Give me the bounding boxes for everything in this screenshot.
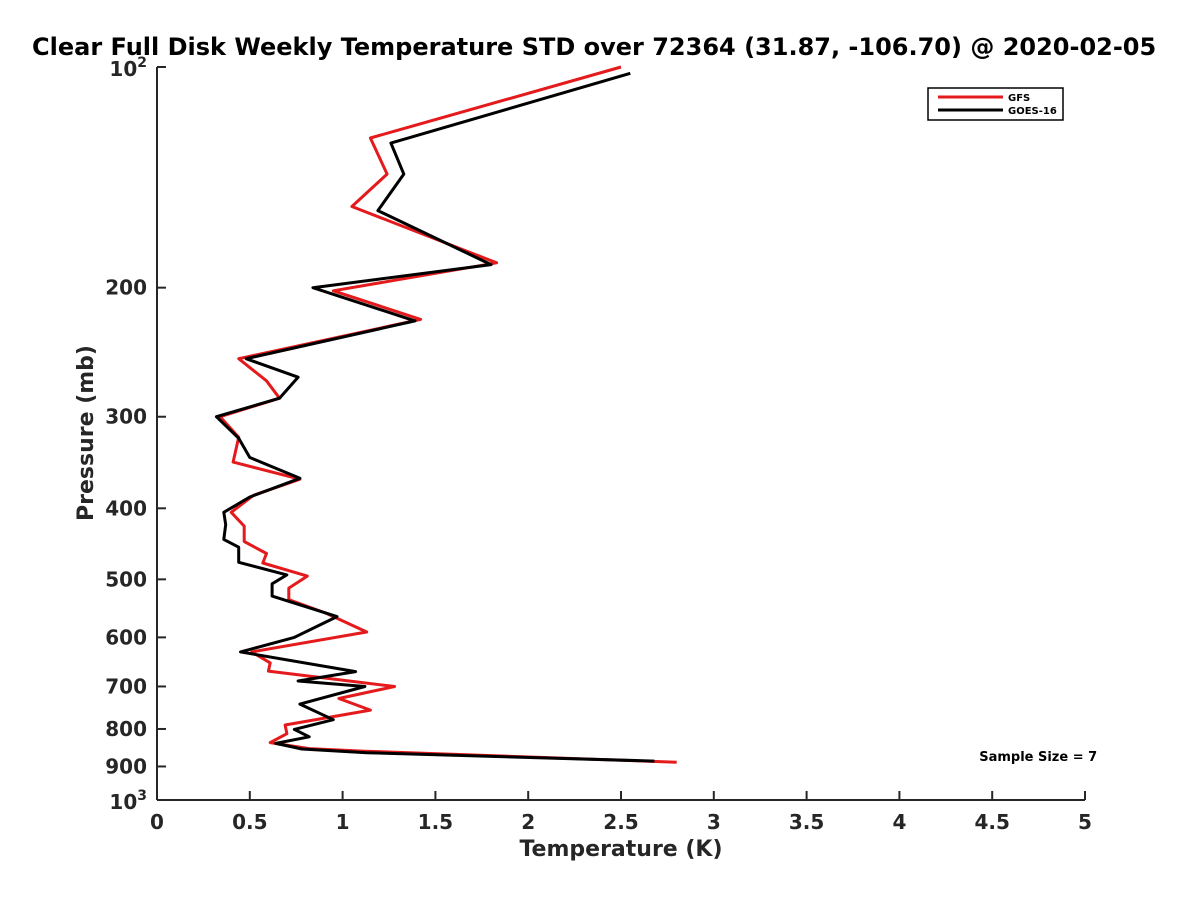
- x-tick-label: 4.5: [974, 810, 1009, 834]
- chart-title: Clear Full Disk Weekly Temperature STD o…: [32, 33, 1156, 61]
- y-tick-label: 200: [105, 276, 147, 300]
- y-tick-label: 600: [105, 625, 147, 649]
- series-line-goes-16: [214, 71, 655, 763]
- x-tick-label: 1: [336, 810, 350, 834]
- x-axis-label: Temperature (K): [519, 837, 722, 862]
- y-tick-label: 400: [105, 496, 147, 520]
- y-axis-label: Pressure (mb): [74, 345, 99, 521]
- y-tick-label-base: 10: [109, 57, 137, 81]
- legend-box: [927, 87, 1064, 121]
- y-tick-label: 900: [105, 754, 147, 778]
- y-tick-label-exponent: 3: [137, 788, 147, 804]
- y-tick-label-base: 10: [109, 790, 137, 814]
- legend: GFS GOES-16: [927, 87, 1064, 121]
- sample-size-annotation: Sample Size = 7: [979, 750, 1097, 765]
- x-tick-label: 4: [892, 810, 906, 834]
- series-line-gfs: [218, 65, 677, 764]
- legend-label-goes-16: GOES-16: [1008, 106, 1057, 117]
- y-tick-label: 300: [105, 405, 147, 429]
- x-tick-label: 3: [707, 810, 721, 834]
- annotations: Sample Size = 7: [979, 750, 1097, 765]
- y-tick-label: 700: [105, 674, 147, 698]
- x-tick-label: 0.5: [232, 810, 267, 834]
- x-tick-label: 0: [150, 810, 164, 834]
- y-tick-label: 500: [105, 567, 147, 591]
- y-tick-label-exponent: 2: [137, 55, 147, 71]
- legend-label-gfs: GFS: [1008, 93, 1030, 104]
- x-tick-label: 2.5: [603, 810, 638, 834]
- series-layer: [214, 65, 677, 764]
- y-tick-label: 102: [109, 55, 147, 81]
- x-axis: 0 0.5 1 1.5 2 2.5 3 3.5 4 4.5 5: [150, 791, 1092, 834]
- x-tick-label: 2: [521, 810, 535, 834]
- y-tick-label: 800: [105, 717, 147, 741]
- x-tick-label: 1.5: [418, 810, 453, 834]
- x-tick-label: 5: [1078, 810, 1092, 834]
- x-tick-label: 3.5: [789, 810, 824, 834]
- y-tick-label: 103: [109, 788, 147, 814]
